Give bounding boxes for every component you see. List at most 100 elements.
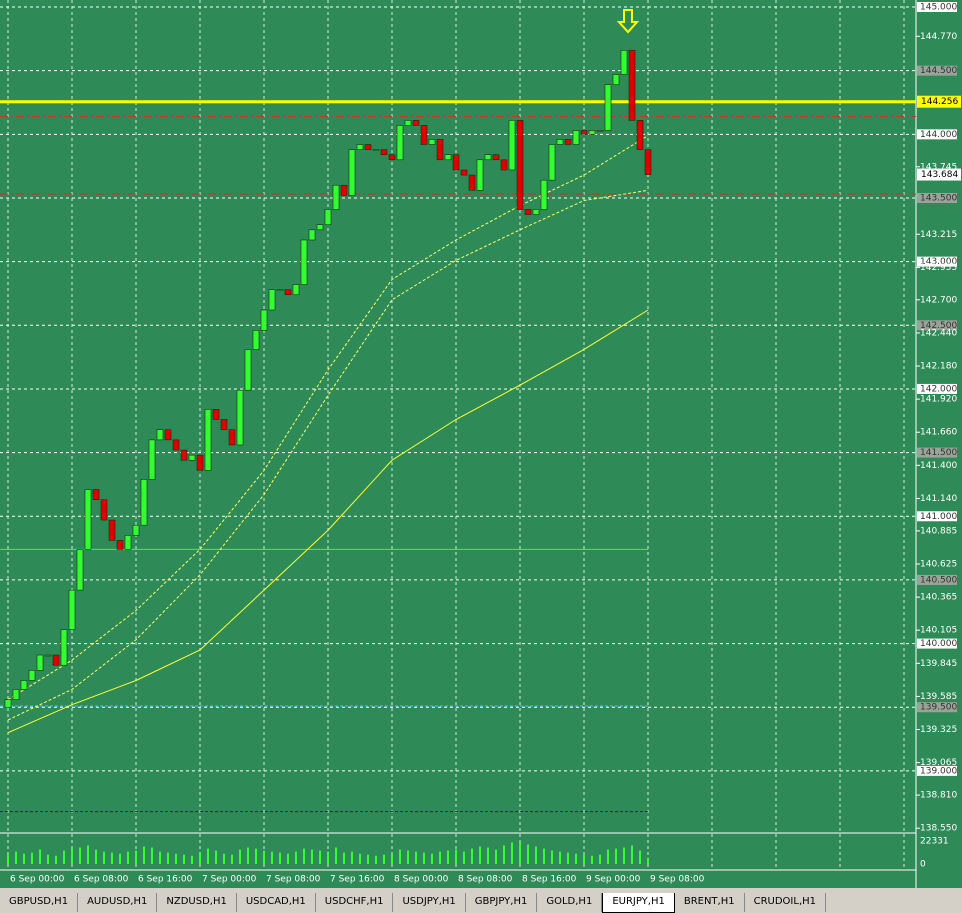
tab[interactable]: GBPJPY,H1: [466, 893, 538, 912]
y-tick-label: 142.440: [920, 328, 957, 338]
candle: [276, 289, 284, 291]
candle: [444, 154, 452, 161]
candle: [556, 139, 564, 145]
candle: [172, 439, 180, 451]
candle: [124, 535, 132, 550]
candle: [420, 125, 428, 145]
x-tick-label: 7 Sep 16:00: [330, 875, 385, 885]
candle: [572, 130, 580, 145]
tick-box: [917, 65, 957, 76]
candle: [132, 524, 140, 536]
candle: [460, 169, 468, 176]
tab[interactable]: NZDUSD,H1: [157, 893, 237, 912]
tab[interactable]: AUDUSD,H1: [78, 893, 158, 912]
candle: [108, 519, 116, 541]
candle: [388, 154, 396, 161]
tick-box: [917, 511, 957, 522]
candle: [4, 699, 12, 708]
y-tick-label: 143.500: [920, 193, 957, 203]
candle: [316, 224, 324, 231]
tab[interactable]: CRUDOIL,H1: [745, 893, 827, 912]
tab[interactable]: EURJPY,H1: [602, 893, 675, 913]
x-tick-label: 6 Sep 16:00: [138, 875, 193, 885]
y-tick-label: 141.400: [920, 461, 957, 471]
candle: [484, 154, 492, 161]
y-tick-label: 139.585: [920, 692, 957, 702]
tab[interactable]: USDCHF,H1: [316, 893, 394, 912]
tab[interactable]: USDCAD,H1: [237, 893, 316, 912]
y-tick-label: 143.745: [920, 162, 957, 172]
candle: [76, 549, 84, 591]
tick-box: [917, 574, 957, 585]
y-tick-label: 138.810: [920, 791, 957, 801]
candle: [100, 499, 108, 521]
candle: [268, 289, 276, 311]
price-marker-box: [917, 95, 961, 108]
y-tick-label: 139.325: [920, 725, 957, 735]
candle: [348, 149, 356, 196]
y-tick-label: 141.140: [920, 494, 957, 504]
x-tick-label: 9 Sep 08:00: [650, 875, 705, 885]
y-tick-label: 138.550: [920, 824, 957, 834]
candle: [92, 489, 100, 501]
candle: [332, 184, 340, 210]
tick-box: [917, 447, 957, 458]
candle: [564, 139, 572, 145]
candle: [204, 409, 212, 471]
candle: [212, 409, 220, 420]
candle: [500, 159, 508, 171]
candle: [12, 689, 20, 700]
candle: [548, 144, 556, 181]
y-tick-label: 141.920: [920, 395, 957, 405]
candle: [252, 330, 260, 350]
candle: [324, 209, 332, 226]
candle: [196, 454, 204, 471]
tab[interactable]: GBPUSD,H1: [0, 893, 79, 912]
candle: [628, 49, 636, 121]
tick-box: [917, 765, 957, 776]
candle: [68, 589, 76, 630]
candle: [364, 144, 372, 150]
y-tick-label: 141.000: [920, 512, 957, 522]
candle: [580, 130, 588, 135]
y-tick-label: 142.700: [920, 295, 957, 305]
candle: [356, 144, 364, 150]
tick-box: [917, 2, 957, 13]
candle: [292, 284, 300, 296]
candle: [428, 139, 436, 145]
candle: [412, 120, 420, 126]
candle: [20, 680, 28, 690]
candle: [260, 309, 268, 331]
tab[interactable]: USDJPY,H1: [393, 893, 466, 912]
candle: [636, 120, 644, 150]
candle: [516, 120, 524, 210]
tab[interactable]: BRENT,H1: [675, 893, 745, 912]
candle: [52, 654, 60, 666]
candle: [140, 479, 148, 526]
candle: [380, 149, 388, 155]
volume-tick-label: 0: [920, 860, 926, 870]
y-tick-label: 142.180: [920, 362, 957, 372]
candle: [540, 179, 548, 210]
candle: [236, 389, 244, 446]
candle: [148, 439, 156, 480]
arrow-signal: [616, 9, 640, 34]
candle: [188, 454, 196, 461]
y-tick-label: 140.000: [920, 639, 957, 649]
tab[interactable]: GOLD,H1: [537, 893, 603, 912]
candle: [404, 120, 412, 126]
candle: [244, 349, 252, 391]
tick-box: [917, 192, 957, 203]
chart: 6 Sep 00:00 6 Sep 08:00 6 Sep 16:00 7 Sep 0…: [0, 0, 962, 893]
x-tick-label: 6 Sep 00:00: [10, 875, 65, 885]
y-tick-label: 143.215: [920, 230, 957, 240]
volume-tick-label: 22331: [920, 837, 949, 847]
candle: [308, 229, 316, 241]
tab-bar: GBPUSD,H1 AUDUSD,H1 NZDUSD,H1 USDCAD,H1 USDC…: [0, 893, 962, 913]
candle: [524, 209, 532, 215]
candle: [300, 239, 308, 285]
y-tick-label: 141.660: [920, 428, 957, 438]
y-tick-label: 143.000: [920, 257, 957, 267]
y-tick-label: 140.365: [920, 593, 957, 603]
